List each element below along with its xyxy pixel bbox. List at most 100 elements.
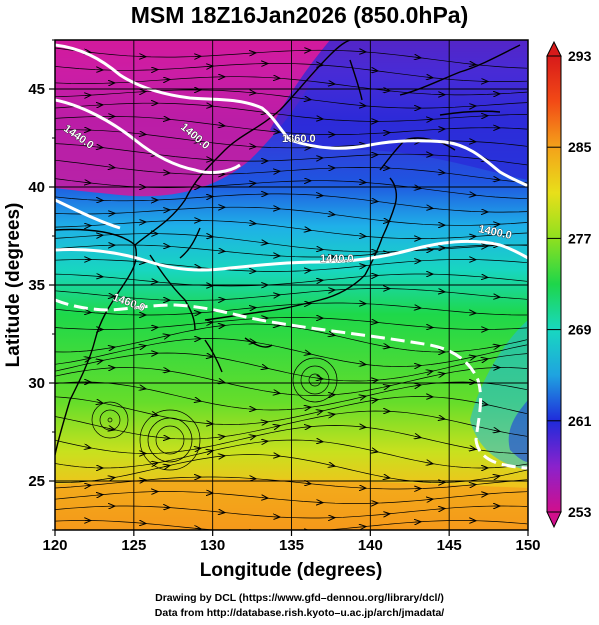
wind-arrow (219, 251, 225, 252)
wind-arrow (470, 448, 476, 449)
wind-arrow (195, 267, 201, 268)
colorbar-tick-label: 293 (568, 48, 592, 64)
wind-arrow (384, 386, 390, 387)
x-tick-label: 130 (200, 537, 225, 554)
colorbar-tick-label: 261 (568, 413, 592, 429)
wind-arrow (250, 308, 256, 309)
wind-arrow (439, 172, 445, 173)
wind-arrow (97, 360, 103, 361)
wind-arrow (494, 297, 500, 298)
wind-arrow (207, 106, 213, 107)
wind-arrow (97, 402, 103, 403)
x-axis-label: Longitude (degrees) (200, 560, 383, 581)
wind-arrow (207, 322, 213, 323)
wind-arrow (415, 436, 421, 437)
eddy-streamline (292, 357, 338, 403)
wind-arrow (372, 70, 378, 71)
wind-arrow (85, 358, 91, 359)
wind-arrow (109, 347, 115, 348)
map-title: MSM 18Z16Jan2026 (850.0hPa) (130, 2, 469, 28)
wind-arrow (195, 448, 201, 449)
wind-arrow (219, 456, 225, 457)
wind-arrow (250, 223, 256, 224)
wind-arrow (195, 528, 201, 529)
wind-arrow (140, 134, 146, 135)
x-tick-label: 120 (42, 537, 67, 554)
lat-lon-grid (55, 40, 528, 530)
wind-arrow (274, 132, 280, 133)
y-tick-label: 40 (28, 179, 45, 196)
wind-arrow (97, 495, 103, 496)
wind-arrow (415, 188, 421, 189)
wind-arrow (195, 400, 201, 401)
wind-arrow (109, 477, 115, 478)
wind-arrow (262, 498, 268, 499)
wind-arrow (372, 322, 378, 323)
wind-arrow (360, 396, 366, 397)
wind-arrow (85, 312, 91, 313)
wind-arrow (470, 64, 476, 65)
wind-arrow (384, 477, 390, 478)
eddy-streamline (308, 373, 322, 387)
wind-arrow (470, 485, 476, 486)
wind-arrow (97, 147, 103, 148)
wind-arrow (494, 476, 500, 477)
wind-arrow (439, 373, 445, 374)
wind-arrow (140, 388, 146, 389)
wind-arrow (305, 483, 311, 484)
wind-arrow (317, 441, 323, 442)
credit-drawing: Drawing by DCL (https://www.gfd–dennou.o… (155, 592, 444, 604)
wind-arrow (274, 392, 280, 393)
y-tick-label: 35 (28, 277, 45, 294)
wind-arrow (305, 407, 311, 408)
wind-arrow (360, 236, 366, 237)
wind-arrow (195, 141, 201, 142)
wind-arrow (207, 451, 213, 452)
x-tick-label: 145 (437, 537, 462, 554)
wind-arrow (274, 325, 280, 326)
wind-arrow (164, 465, 170, 466)
wind-arrow (207, 236, 213, 237)
wind-arrow (482, 404, 488, 405)
wind-arrow (85, 485, 91, 486)
colorbar-tick-label: 285 (568, 139, 592, 155)
wind-arrow (317, 118, 323, 119)
wind-arrow (470, 356, 476, 357)
wind-arrow (164, 119, 170, 120)
y-tick-label: 45 (28, 81, 45, 98)
wind-arrow (140, 523, 146, 524)
colorbar-tick-label: 269 (568, 322, 592, 338)
y-tick-label: 25 (28, 473, 45, 490)
wind-arrow (384, 253, 390, 254)
wind-arrow (250, 436, 256, 437)
wind-arrow (372, 451, 378, 452)
colorbar-top-arrow (546, 40, 562, 57)
wind-arrow (262, 243, 268, 244)
height-contours (55, 43, 528, 470)
wind-arrow (360, 364, 366, 365)
wind-arrow (219, 125, 225, 126)
wind-arrow (85, 447, 91, 448)
wind-arrow (164, 370, 170, 371)
wind-arrow (317, 249, 323, 250)
eddy-streamline (155, 425, 185, 455)
wind-arrow (152, 281, 158, 282)
wind-arrow (219, 512, 225, 513)
contour-label-1360: 1360.0 (282, 133, 316, 145)
colorbar: 293 285 277 269 261 253 (546, 40, 592, 529)
x-tick-label: 135 (279, 537, 304, 554)
y-tick-label: 30 (28, 375, 45, 392)
eddy-streamline (139, 409, 201, 471)
wind-arrow (85, 182, 91, 183)
wind-arrow (384, 90, 390, 91)
wind-arrow (329, 414, 335, 415)
wind-arrow (250, 93, 256, 94)
wind-arrow (305, 230, 311, 231)
wind-arrow (415, 385, 421, 386)
eddy-streamline (107, 417, 113, 423)
wind-arrow (109, 167, 115, 168)
wind-arrow (384, 221, 390, 222)
eddy-streamline (99, 409, 121, 431)
wind-arrow (262, 367, 268, 368)
